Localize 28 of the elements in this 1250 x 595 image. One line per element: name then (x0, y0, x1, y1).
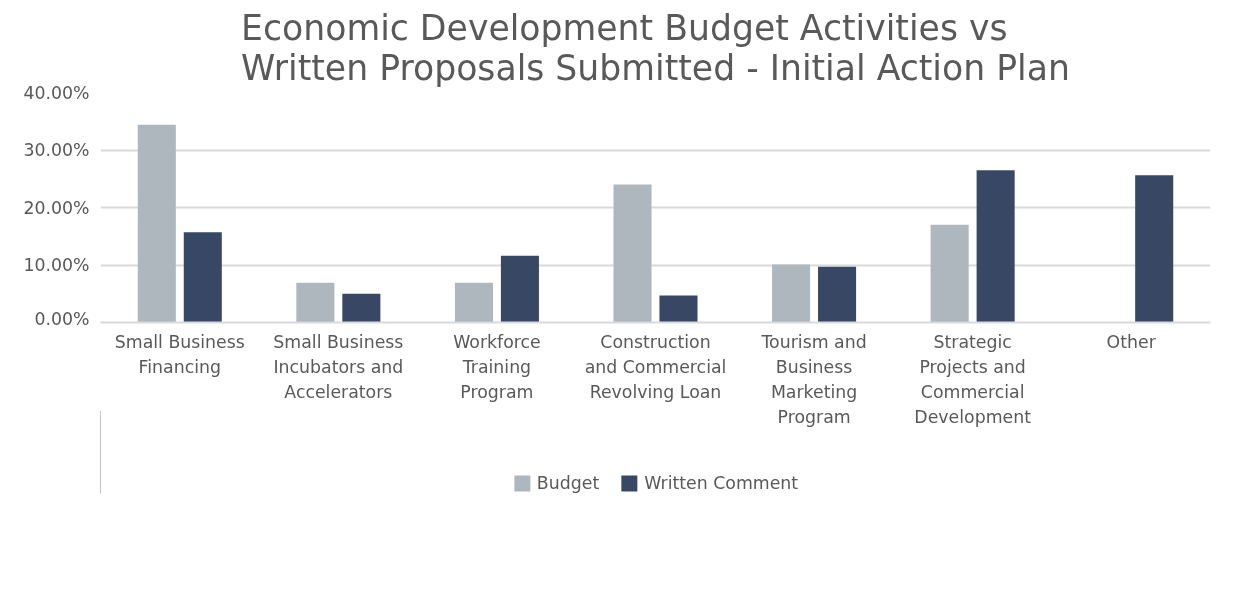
y-tick-label: 0.00% (34, 308, 90, 329)
bar (772, 264, 811, 323)
bar (930, 224, 969, 323)
bar (976, 170, 1015, 323)
legend-label: Budget (536, 473, 600, 493)
x-tick-label: Tourism and Business Marketing Program (760, 331, 867, 427)
bar (500, 255, 539, 323)
x-tick-label: Small Business Financing (114, 331, 245, 377)
chart-title: Economic Development Budget Activities vs Written Proposals Submitted - Initial Action Plan (241, 7, 1070, 88)
y-tick-label: 40.00% (23, 82, 90, 103)
x-tick-label: Other (1106, 331, 1157, 352)
bar (818, 266, 857, 323)
bar (296, 282, 335, 323)
bar (137, 124, 176, 323)
x-tick-label: Workforce Training Program (453, 331, 541, 402)
y-tick-label: 30.00% (23, 140, 90, 160)
bar (183, 232, 222, 323)
bar (1135, 175, 1174, 323)
y-tick-label: 10.00% (23, 255, 90, 275)
bar (454, 282, 493, 323)
y-tick-label: 20.00% (23, 197, 90, 218)
x-tick-label: Construction and Commercial Revolving Loan (584, 331, 727, 402)
bar (613, 184, 652, 323)
x-tick-label: Small Business Incubators and Accelerators (273, 331, 404, 402)
bar (342, 293, 381, 323)
bar (659, 295, 698, 323)
x-tick-label: Strategic Projects and Commercial Development (914, 331, 1032, 427)
legend-label: Written Comment (644, 473, 799, 493)
